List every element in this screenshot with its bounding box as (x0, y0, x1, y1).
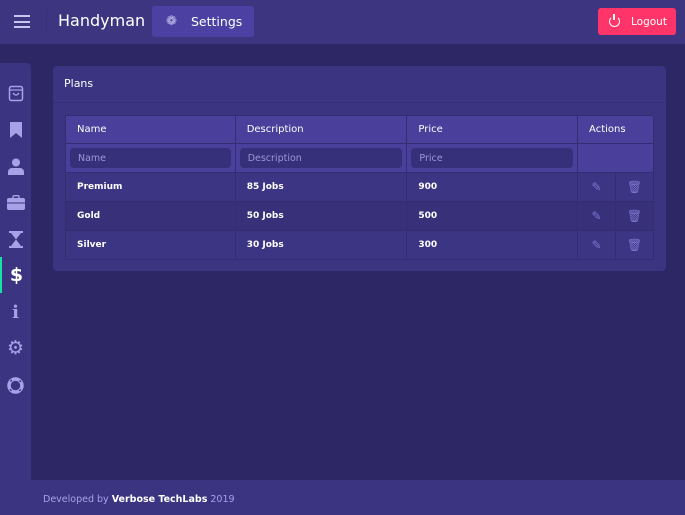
plan-price: 300 (406, 230, 579, 260)
plan-description: 85 Jobs (234, 172, 408, 202)
logout-button[interactable]: Logout (598, 8, 676, 35)
app-brand[interactable]: Handyman (58, 11, 146, 30)
name-filter-input[interactable] (70, 148, 231, 168)
info-icon[interactable]: i (12, 301, 19, 323)
table-row: Silver 30 Jobs 300 ✎ 🗑 (65, 230, 654, 260)
plans-table: Name Description Price Actions Premium 8… (65, 115, 654, 260)
plan-name: Gold (65, 201, 236, 231)
gear-icon[interactable]: ⚙ (6, 337, 25, 359)
dollar-icon[interactable]: $ (0, 257, 31, 293)
divider (46, 10, 47, 34)
plans-card: Plans Name Description Price Actions Pre… (53, 66, 666, 271)
plan-description: 30 Jobs (234, 230, 408, 260)
filter-row (65, 143, 654, 173)
bookmark-icon[interactable] (0, 112, 31, 148)
edit-icon[interactable]: ✎ (577, 230, 616, 260)
briefcase-icon[interactable] (0, 184, 31, 220)
footer: Developed by Verbose TechLabs 2019 (31, 480, 685, 515)
table-header-row: Name Description Price Actions (65, 115, 654, 144)
plan-description: 50 Jobs (234, 201, 408, 231)
table-row: Premium 85 Jobs 900 ✎ 🗑 (65, 172, 654, 202)
divider (53, 102, 666, 103)
column-header-description[interactable]: Description (234, 115, 408, 144)
shopping-bag-icon[interactable] (0, 75, 31, 111)
price-filter-input[interactable] (411, 148, 574, 168)
footer-year: 2019 (210, 494, 235, 505)
user-icon[interactable] (0, 148, 31, 184)
edit-icon[interactable]: ✎ (577, 201, 616, 231)
logout-label: Logout (631, 15, 667, 28)
edit-icon[interactable]: ✎ (577, 172, 616, 202)
footer-company[interactable]: Verbose TechLabs (111, 494, 208, 505)
hourglass-icon[interactable] (0, 221, 31, 257)
plan-name: Silver (65, 230, 236, 260)
column-header-price[interactable]: Price (406, 115, 579, 144)
card-title: Plans (64, 77, 94, 90)
footer-prefix: Developed by (43, 494, 109, 505)
settings-icon: ❁ (166, 14, 177, 29)
lifebuoy-icon[interactable] (0, 367, 31, 403)
description-filter-input[interactable] (239, 148, 403, 168)
settings-button[interactable]: ❁ Settings (152, 6, 254, 37)
trash-icon[interactable]: 🗑 (615, 201, 654, 231)
sidebar: $ i ⚙ (0, 63, 31, 515)
power-icon (609, 14, 620, 27)
hamburger-menu-icon[interactable] (14, 15, 30, 28)
column-header-name[interactable]: Name (65, 115, 236, 144)
settings-label: Settings (191, 14, 243, 29)
actions-filter-cell (577, 143, 654, 173)
column-header-actions: Actions (577, 115, 654, 144)
top-header: Handyman ❁ Settings Logout (0, 0, 685, 44)
trash-icon[interactable]: 🗑 (615, 172, 654, 202)
plan-price: 900 (406, 172, 579, 202)
trash-icon[interactable]: 🗑 (615, 230, 654, 260)
table-row: Gold 50 Jobs 500 ✎ 🗑 (65, 201, 654, 231)
plan-name: Premium (65, 172, 236, 202)
plan-price: 500 (406, 201, 579, 231)
